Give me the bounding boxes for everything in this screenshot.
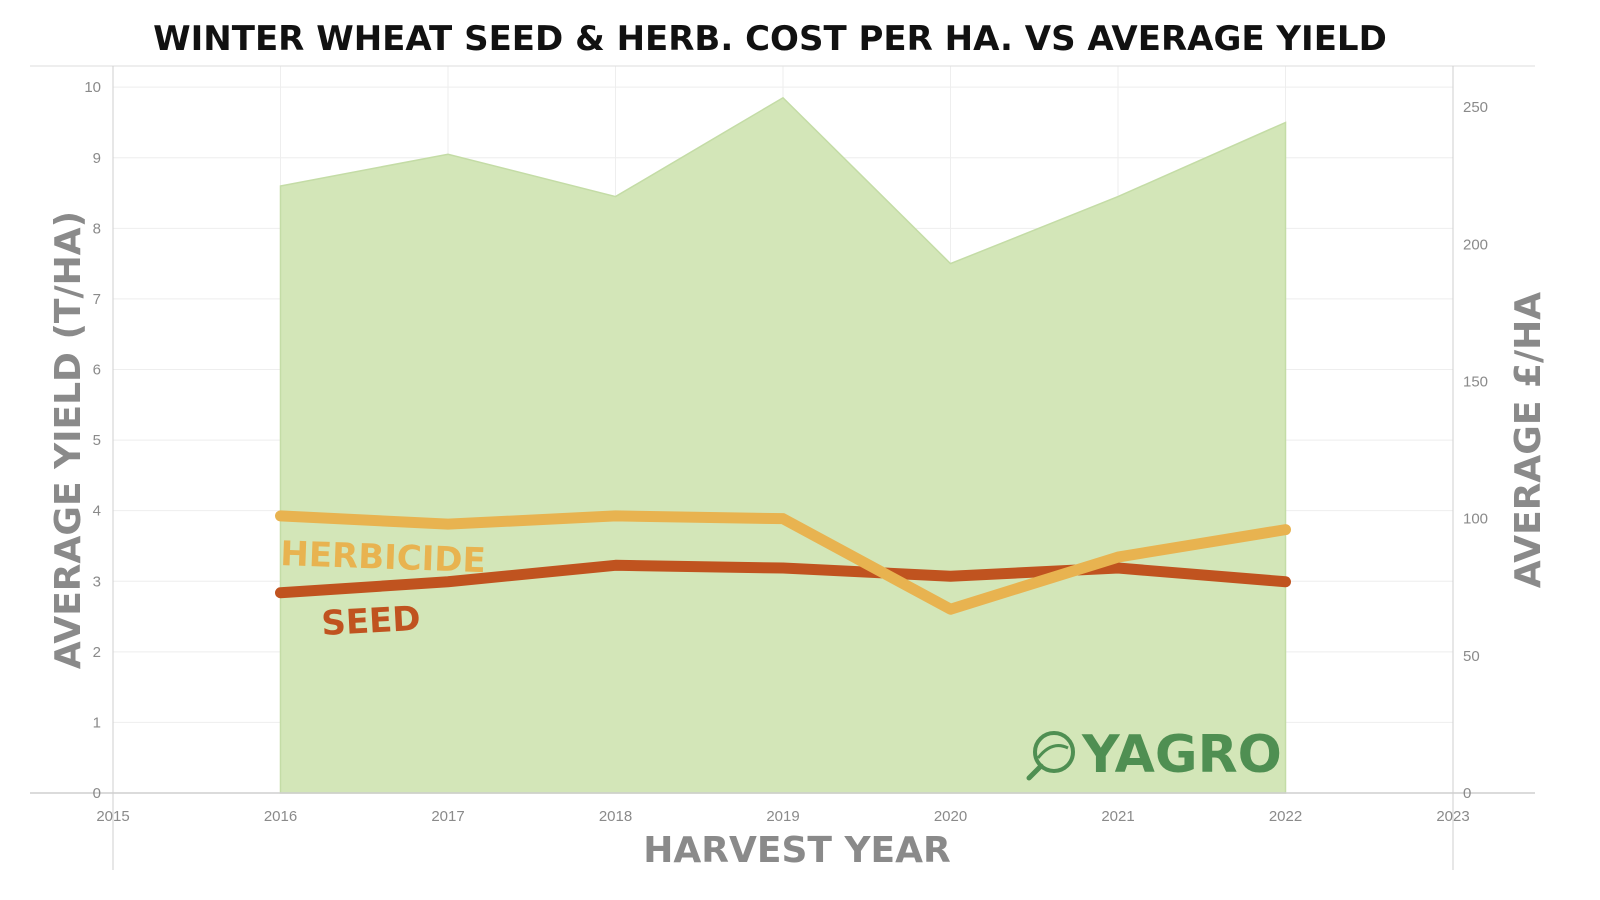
right-y-tick-250: 250: [1463, 99, 1488, 116]
left-y-axis-title: AVERAGE YIELD (T/HA): [48, 211, 89, 669]
x-tick-2019: 2019: [766, 808, 799, 825]
left-y-tick-2: 2: [93, 644, 101, 661]
left-y-tick-1: 1: [93, 714, 101, 731]
x-tick-labels: 2015 2016 2017 2018 2019 2020 2021 2022 2023: [96, 808, 1469, 825]
left-y-tick-7: 7: [93, 291, 101, 308]
right-y-tick-150: 150: [1463, 373, 1488, 390]
right-y-tick-200: 200: [1463, 236, 1488, 253]
x-tick-2016: 2016: [264, 808, 297, 825]
x-axis-title: HARVEST YEAR: [643, 830, 950, 871]
yield-area-layer: [279, 96, 1287, 794]
left-y-tick-9: 9: [93, 150, 101, 167]
chart-title: WINTER WHEAT SEED & HERB. COST PER HA. V…: [153, 19, 1387, 59]
left-y-tick-4: 4: [93, 503, 101, 520]
x-tick-2020: 2020: [934, 808, 967, 825]
seed-series-label: SEED: [320, 599, 421, 644]
x-tick-2015: 2015: [96, 808, 129, 825]
herbicide-line: [275, 510, 1291, 615]
leaf-magnifier-icon: [1026, 731, 1075, 781]
seed-line: [275, 559, 1291, 599]
left-y-tick-6: 6: [93, 362, 101, 379]
left-y-tick-0: 0: [93, 785, 101, 802]
x-tick-2022: 2022: [1269, 808, 1302, 825]
right-y-tick-50: 50: [1463, 648, 1480, 665]
logo-wordmark: YAGRO: [1081, 725, 1282, 785]
left-y-tick-5: 5: [93, 432, 101, 449]
cost-lines-layer: [275, 510, 1291, 615]
yield-area: [279, 96, 1287, 794]
left-y-tick-10: 10: [84, 79, 101, 96]
right-y-tick-100: 100: [1463, 511, 1488, 528]
yagro-logo: YAGRO: [1026, 725, 1282, 785]
left-y-tick-labels: 0 1 2 3 4 5 6 7 8 9 10: [84, 79, 101, 802]
right-y-tick-labels: 0 50 100 150 200 250: [1463, 99, 1488, 802]
x-tick-2021: 2021: [1101, 808, 1134, 825]
x-tick-2023: 2023: [1436, 808, 1469, 825]
herbicide-series-label: HERBICIDE: [280, 534, 487, 581]
right-y-axis-title: AVERAGE £/HA: [1508, 292, 1549, 588]
right-y-tick-0: 0: [1463, 785, 1471, 802]
left-y-tick-8: 8: [93, 220, 101, 237]
axes: [30, 65, 1535, 870]
x-tick-2017: 2017: [431, 808, 464, 825]
left-y-tick-3: 3: [93, 573, 101, 590]
x-tick-2018: 2018: [599, 808, 632, 825]
